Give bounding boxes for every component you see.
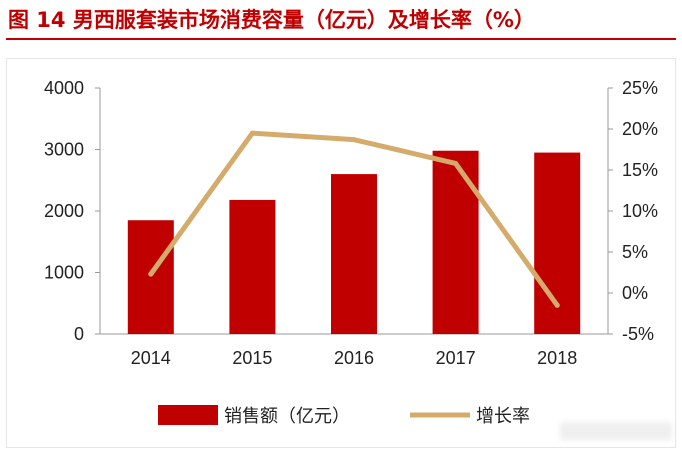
growth-point-2016: [351, 137, 357, 143]
y-left-tick-label: 3000: [44, 140, 84, 160]
growth-point-2014: [148, 271, 154, 277]
bar-2014: [127, 220, 174, 334]
y-right-tick-label: 20%: [622, 119, 658, 139]
y-right-tick-label: 0%: [622, 283, 648, 303]
chart-frame: [6, 58, 676, 448]
y-right-tick-label: 5%: [622, 242, 648, 262]
bar-2015: [229, 199, 276, 334]
title-divider: [6, 38, 676, 40]
y-right-tick-label: 10%: [622, 201, 658, 221]
x-tick-label: 2014: [131, 348, 171, 368]
x-tick-label: 2018: [537, 348, 577, 368]
x-tick-label: 2016: [334, 348, 374, 368]
y-left-tick-label: 4000: [44, 78, 84, 98]
bar-2016: [331, 174, 377, 334]
y-left-tick-label: 2000: [44, 201, 84, 221]
y-right-tick-label: 15%: [622, 160, 658, 180]
y-right-tick-label: -5%: [622, 324, 654, 344]
watermark: [560, 422, 672, 440]
growth-point-2015: [249, 130, 255, 136]
bar-2017: [432, 150, 479, 334]
y-left-tick-label: 1000: [44, 263, 84, 283]
legend-swatch-sales: [158, 405, 218, 425]
growth-point-2018: [554, 302, 560, 308]
y-left-tick-label: 0: [74, 324, 84, 344]
x-tick-label: 2017: [436, 348, 476, 368]
growth-point-2017: [453, 160, 459, 166]
legend-label-growth: 增长率: [476, 406, 530, 427]
x-tick-label: 2015: [232, 348, 272, 368]
chart-title: 图 14 男西服套装市场消费容量（亿元）及增长率（%）: [8, 8, 535, 32]
legend-label-sales: 销售额（亿元）: [224, 406, 350, 427]
y-right-tick-label: 25%: [622, 78, 658, 98]
